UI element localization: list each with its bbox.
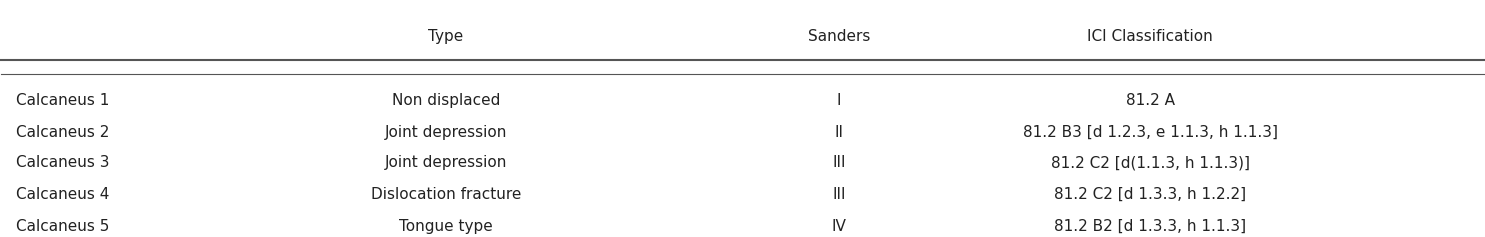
Text: 81.2 B2 [d 1.3.3, h 1.1.3]: 81.2 B2 [d 1.3.3, h 1.1.3] — [1054, 219, 1246, 233]
Text: Calcaneus 5: Calcaneus 5 — [16, 219, 110, 233]
Text: 81.2 B3 [d 1.2.3, e 1.1.3, h 1.1.3]: 81.2 B3 [d 1.2.3, e 1.1.3, h 1.1.3] — [1023, 125, 1277, 140]
Text: III: III — [832, 155, 845, 170]
Text: 81.2 A: 81.2 A — [1126, 93, 1175, 108]
Text: Non displaced: Non displaced — [392, 93, 500, 108]
Text: 81.2 C2 [d(1.1.3, h 1.1.3)]: 81.2 C2 [d(1.1.3, h 1.1.3)] — [1050, 155, 1249, 170]
Text: Sanders: Sanders — [808, 29, 870, 44]
Text: Joint depression: Joint depression — [385, 125, 508, 140]
Text: Calcaneus 2: Calcaneus 2 — [16, 125, 110, 140]
Text: ICI Classification: ICI Classification — [1087, 29, 1213, 44]
Text: Tongue type: Tongue type — [399, 219, 493, 233]
Text: Calcaneus 1: Calcaneus 1 — [16, 93, 110, 108]
Text: Calcaneus 3: Calcaneus 3 — [16, 155, 110, 170]
Text: IV: IV — [832, 219, 846, 233]
Text: Type: Type — [429, 29, 463, 44]
Text: Dislocation fracture: Dislocation fracture — [371, 187, 521, 202]
Text: III: III — [832, 187, 845, 202]
Text: 81.2 C2 [d 1.3.3, h 1.2.2]: 81.2 C2 [d 1.3.3, h 1.2.2] — [1054, 187, 1246, 202]
Text: I: I — [836, 93, 841, 108]
Text: Joint depression: Joint depression — [385, 155, 508, 170]
Text: II: II — [835, 125, 843, 140]
Text: Calcaneus 4: Calcaneus 4 — [16, 187, 110, 202]
